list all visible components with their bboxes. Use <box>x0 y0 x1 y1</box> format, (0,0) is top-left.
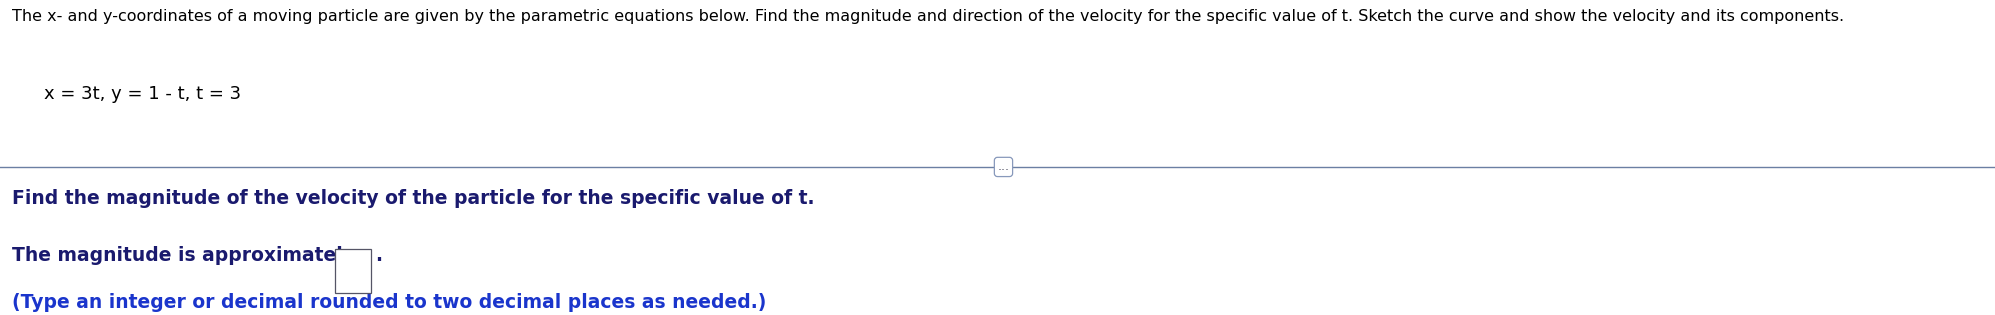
Text: x = 3t, y = 1 - t, t = 3: x = 3t, y = 1 - t, t = 3 <box>44 85 241 103</box>
Text: .: . <box>375 246 383 265</box>
Text: The magnitude is approximately: The magnitude is approximately <box>12 246 355 265</box>
FancyBboxPatch shape <box>335 249 371 293</box>
Text: (Type an integer or decimal rounded to two decimal places as needed.): (Type an integer or decimal rounded to t… <box>12 293 766 312</box>
Text: The x- and y-coordinates of a moving particle are given by the parametric equati: The x- and y-coordinates of a moving par… <box>12 9 1843 25</box>
Text: Find the magnitude of the velocity of the particle for the specific value of t.: Find the magnitude of the velocity of th… <box>12 189 814 208</box>
Text: ...: ... <box>998 160 1009 174</box>
